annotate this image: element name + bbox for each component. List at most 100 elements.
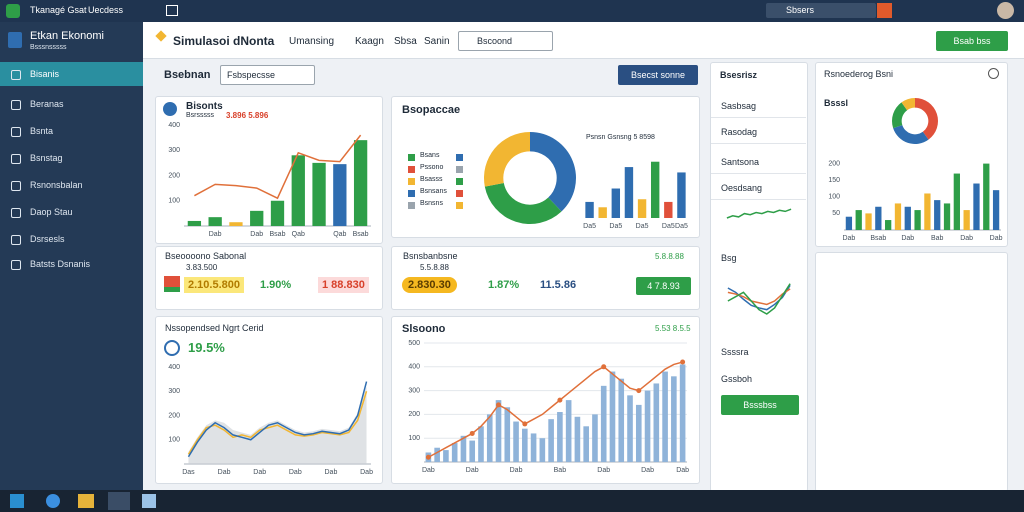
bar	[443, 450, 449, 462]
kpi-right: 5.8.8.88	[655, 252, 684, 261]
big-value: 19.5%	[188, 340, 225, 355]
list-item[interactable]: Oesdsang	[711, 176, 806, 200]
tab[interactable]: Umansing	[289, 36, 335, 47]
bar	[653, 383, 660, 462]
tab[interactable]: Sanin	[424, 36, 450, 47]
y-tick-label: 300	[168, 388, 180, 395]
header-title: Simulasoi dNonta	[173, 34, 275, 48]
nav-item[interactable]: Daop Stau	[0, 200, 143, 224]
donut-slice	[893, 125, 929, 144]
bar	[548, 419, 554, 462]
bar	[914, 210, 921, 230]
bar	[894, 203, 902, 230]
x-tick-label: Dab	[641, 467, 654, 474]
y-tick-label: 200	[828, 160, 840, 167]
x-tick-label: Bsab	[270, 231, 286, 238]
bar	[679, 364, 686, 462]
line	[727, 288, 791, 306]
start[interactable]	[10, 494, 24, 508]
search-button[interactable]	[877, 3, 892, 18]
bar	[504, 407, 511, 462]
bar	[845, 216, 853, 230]
button[interactable]: Bsab bss	[936, 31, 1008, 51]
chart: 100 200 300 400 500 Dab Dab Dab Bab Dab Dab Dab	[408, 340, 689, 474]
y-tick-label: 400	[408, 364, 420, 371]
dot	[601, 364, 607, 370]
legend-swatch	[408, 202, 415, 209]
bar	[434, 447, 440, 462]
legend-swatch	[408, 178, 415, 185]
nav-item[interactable]: Batsts Dsnanis	[0, 252, 143, 276]
search[interactable]: Sbsers	[766, 3, 876, 18]
x-tick-label: Bab	[931, 235, 944, 242]
nav-item[interactable]: Bsnstag	[0, 146, 143, 170]
select[interactable]: Bscoond	[458, 31, 553, 51]
list-item[interactable]: Ssssra	[721, 347, 749, 357]
button[interactable]: 4 7.8.93	[636, 277, 691, 295]
tab[interactable]: Kaagn	[355, 36, 384, 47]
donut-slice	[892, 102, 908, 129]
legend-swatch	[456, 202, 463, 209]
bar	[973, 183, 980, 230]
chart	[484, 132, 576, 224]
nav-item[interactable]: Dsrsesls	[0, 227, 143, 251]
legend-label: Bsnsns	[420, 200, 443, 207]
bar	[635, 404, 642, 462]
tab[interactable]: Sbsa	[394, 36, 417, 47]
button[interactable]: Bsecst sonne	[618, 65, 698, 85]
dot	[557, 397, 563, 403]
kpi-value: 11.5.86	[540, 279, 577, 291]
list-item[interactable]: Gssboh	[721, 374, 753, 384]
legend-label: Pssono	[420, 164, 444, 171]
bar	[875, 206, 882, 230]
y-tick-label: 100	[168, 198, 180, 205]
taskbar-icon[interactable]	[46, 494, 60, 508]
menu[interactable]: Uecdess	[88, 5, 124, 15]
taskbar-icon[interactable]	[108, 492, 130, 510]
bar	[530, 433, 537, 462]
dot	[636, 388, 642, 394]
bar	[600, 385, 607, 462]
panel-title: Rsnoederog Bsni	[824, 69, 894, 79]
y-tick-label: 200	[168, 412, 180, 419]
list-item[interactable]: Bsg	[721, 253, 737, 263]
select[interactable]: Fsbspecsse	[220, 65, 315, 85]
list-item[interactable]: Rasodag	[711, 120, 806, 144]
kpi-title: Bsnsbanbsne	[403, 251, 458, 261]
chart: 100 200 300 400 Das Dab Dab Dab Dab Dab	[168, 364, 373, 476]
list-item[interactable]: Sasbsag	[711, 94, 806, 118]
legend-swatch	[456, 166, 463, 173]
nav-item[interactable]: Bsnta	[0, 119, 143, 143]
panel-icon	[163, 102, 177, 116]
icon[interactable]	[988, 68, 999, 79]
dot	[496, 402, 502, 408]
taskbar-icon[interactable]	[142, 494, 156, 508]
list-item[interactable]: Santsona	[711, 150, 806, 174]
panel-title: Bsopaccae	[402, 104, 461, 116]
bar	[557, 412, 563, 462]
button[interactable]: Bsssbss	[721, 395, 799, 415]
bar	[574, 416, 581, 462]
chart: 100 200 300 400 Dab Dab Bsab Qab Qab Bsab	[168, 122, 371, 238]
nav-item[interactable]: Rsnonsbalan	[0, 173, 143, 197]
x-tick-label: Dab	[360, 469, 373, 476]
legend-swatch	[456, 178, 463, 185]
x-tick-label: Dab	[209, 231, 222, 238]
bar	[650, 161, 660, 218]
legend: Bsans Pssono Bsasss Bsnsans Bsnsns	[408, 152, 463, 212]
x-tick-label: Bab	[554, 467, 567, 474]
dot	[469, 430, 475, 436]
bar	[291, 155, 305, 226]
avatar[interactable]	[997, 2, 1014, 19]
x-tick-label: Da5	[636, 223, 649, 230]
x-tick-label: Dab	[422, 467, 435, 474]
icon[interactable]	[166, 5, 178, 16]
legend-swatch	[408, 166, 415, 173]
nav-item[interactable]: Beranas	[0, 92, 143, 116]
x-tick-label: Da5	[609, 223, 622, 230]
bar	[671, 376, 677, 462]
dot	[522, 421, 528, 427]
nav-item[interactable]: Bisanis	[0, 62, 143, 86]
kpi-value: 1.90%	[260, 279, 292, 291]
taskbar-icon[interactable]	[78, 494, 94, 508]
